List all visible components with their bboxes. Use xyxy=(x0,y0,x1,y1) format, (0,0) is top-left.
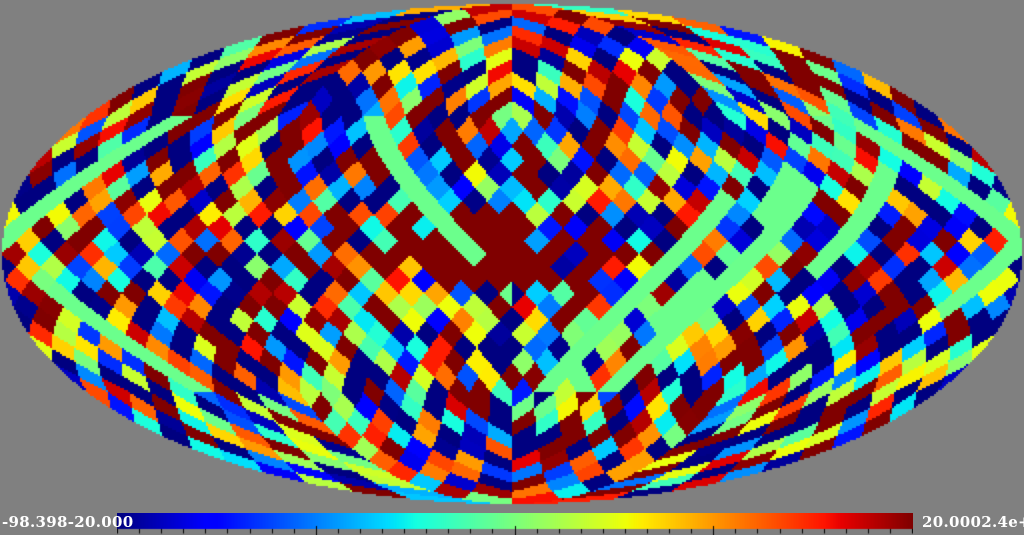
colorbar-data-max-label: 2.4e+02 xyxy=(981,513,1024,531)
colorbar-data-min-label: -98.398 xyxy=(2,513,68,531)
colorbar-scale-max-label: 20.000 xyxy=(922,513,982,531)
sky-map-canvas xyxy=(0,0,1024,512)
colorbar-left-labels: -98.398 -20.000 xyxy=(2,513,133,531)
colorbar-right-labels: 20.000 2.4e+02 xyxy=(922,513,1024,531)
colorbar-canvas xyxy=(117,513,913,535)
colorbar-scale-min-label: -20.000 xyxy=(67,513,134,531)
